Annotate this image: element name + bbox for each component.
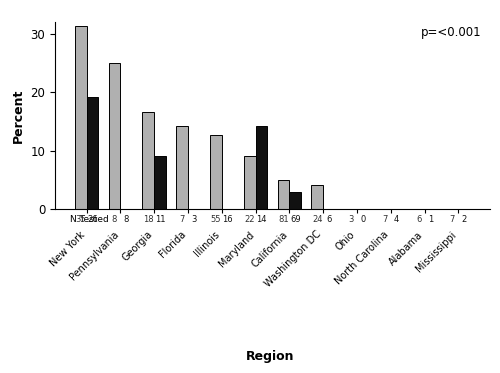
Text: North Carolina: North Carolina [334, 229, 391, 286]
Text: 1: 1 [428, 214, 433, 224]
Text: N Tested: N Tested [70, 214, 108, 224]
Bar [142, 112, 154, 209]
Text: 7: 7 [382, 214, 388, 224]
Text: 35: 35 [76, 214, 86, 224]
Text: Region: Region [246, 350, 294, 363]
Text: 0: 0 [360, 214, 366, 224]
Text: 6: 6 [416, 214, 422, 224]
Text: 3: 3 [348, 214, 354, 224]
Text: 3: 3 [191, 214, 196, 224]
Text: 7: 7 [450, 214, 455, 224]
Text: Georgia: Georgia [120, 229, 154, 263]
Text: Florida: Florida [158, 229, 188, 260]
Text: 7: 7 [180, 214, 185, 224]
Text: California: California [250, 229, 290, 269]
Text: 69: 69 [290, 214, 300, 224]
Text: p=<0.001: p=<0.001 [420, 26, 482, 39]
Text: 18: 18 [143, 214, 154, 224]
Text: Washington DC: Washington DC [263, 229, 323, 289]
Bar [244, 156, 256, 209]
Text: 26: 26 [87, 214, 98, 224]
Bar [210, 135, 222, 209]
Text: Ohio: Ohio [334, 229, 357, 253]
Text: 24: 24 [312, 214, 322, 224]
Text: Alabama: Alabama [387, 229, 424, 267]
Bar [154, 156, 166, 209]
Text: 6: 6 [326, 214, 332, 224]
Text: 8: 8 [112, 214, 117, 224]
Bar [278, 180, 289, 209]
Text: 14: 14 [256, 214, 267, 224]
Bar [290, 192, 301, 209]
Text: 11: 11 [155, 214, 166, 224]
Bar [176, 126, 188, 209]
Bar [108, 63, 120, 209]
Text: Illinois: Illinois [192, 229, 222, 258]
Text: 81: 81 [278, 214, 289, 224]
Text: Maryland: Maryland [216, 229, 256, 269]
Bar [256, 126, 268, 209]
Text: 55: 55 [210, 214, 221, 224]
Text: 4: 4 [394, 214, 400, 224]
Bar [312, 185, 323, 209]
Y-axis label: Percent: Percent [12, 88, 25, 143]
Bar [86, 97, 99, 209]
Text: 16: 16 [222, 214, 233, 224]
Text: 8: 8 [124, 214, 129, 224]
Text: 2: 2 [462, 214, 467, 224]
Text: 22: 22 [244, 214, 255, 224]
Bar [75, 26, 86, 209]
Text: Pennsylvania: Pennsylvania [68, 229, 120, 282]
Text: New York: New York [48, 229, 86, 268]
Text: Mississippi: Mississippi [414, 229, 459, 273]
